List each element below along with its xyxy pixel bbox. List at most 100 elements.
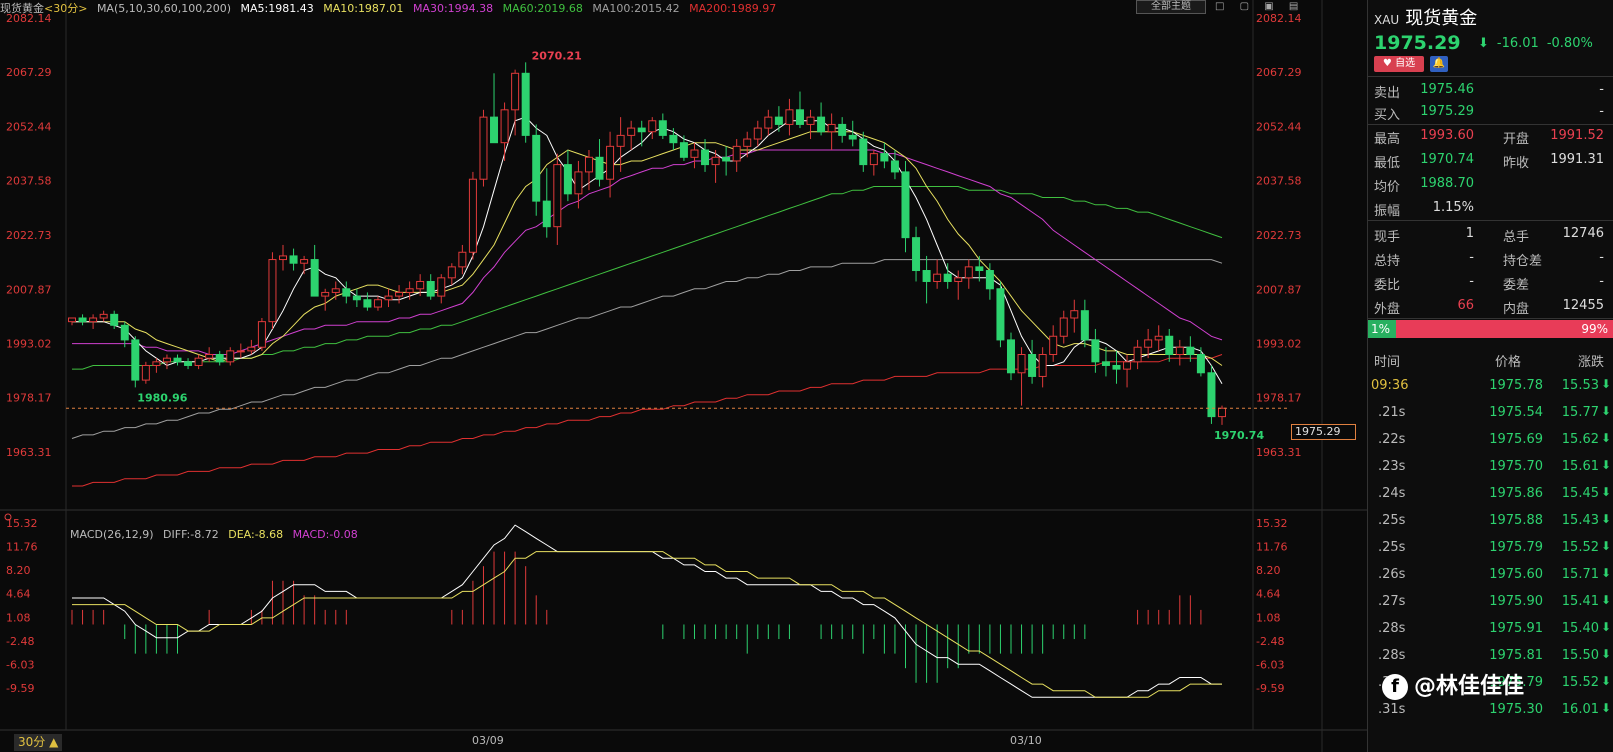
candle-body (1017, 354, 1026, 374)
macd-axis-label-left: -9.59 (6, 682, 34, 695)
change-value: -16.01 (1496, 36, 1539, 51)
ma-params[interactable]: MA(5,10,30,60,100,200) (96, 2, 231, 15)
tick-row[interactable]: .28s 1975.81 15.50 ⬇ (1368, 642, 1613, 669)
tick-change: 15.62 (1561, 432, 1599, 447)
tick-row[interactable]: .22s 1975.69 15.62 ⬇ (1368, 426, 1613, 453)
candle-body (310, 259, 319, 297)
quote-label: 外盘 (1374, 302, 1401, 317)
macd-indicator-bar: MACD(26,12,9) DIFF:-8.72 DEA:-8.68 MACD:… (0, 528, 364, 544)
price-axis-label-right: 2067.29 (1256, 66, 1302, 79)
candle-body (880, 153, 889, 162)
divider (1368, 220, 1613, 221)
price-axis-label-left: 2007.87 (6, 283, 52, 296)
candle-body (595, 156, 604, 180)
ma10-value: MA10:1987.01 (323, 2, 404, 15)
down-arrow-icon: ⬇ (1601, 377, 1612, 391)
ma200-value: MA200:1989.97 (689, 2, 777, 15)
tick-row[interactable]: .25s 1975.79 15.52 ⬇ (1368, 534, 1613, 561)
candle-body (774, 116, 783, 125)
quote-value: 1970.74 (1420, 152, 1474, 167)
quote-value-2: - (1599, 104, 1604, 119)
tick-row[interactable]: .23s 1975.70 15.61 ⬇ (1368, 453, 1613, 480)
tick-time: .23s (1378, 459, 1406, 474)
quote-panel: XAU 现货黄金 1975.29 ⬇ -16.01 -0.80% ♥ 自选 🔔 卖出 1… (1367, 0, 1613, 752)
tick-price: 1975.79 (1489, 675, 1543, 690)
candle-body (289, 255, 298, 264)
quote-value: 1993.60 (1420, 128, 1474, 143)
tick-row[interactable]: .28s 1975.91 15.40 ⬇ (1368, 615, 1613, 642)
tick-row[interactable]: .24s 1975.86 15.45 ⬇ (1368, 480, 1613, 507)
candle-body (648, 120, 657, 133)
instrument-title: XAU 现货黄金 (1374, 4, 1477, 30)
candle-body (1101, 361, 1110, 366)
ratio-buy: 1% (1368, 320, 1396, 338)
price-axis-label-right: 2007.87 (1256, 283, 1302, 296)
quote-value: - (1469, 274, 1474, 289)
candle-body (405, 288, 414, 293)
timeframe-button[interactable]: 30分 ▲ (14, 734, 63, 751)
candle-body (1196, 354, 1205, 374)
candle-body (1028, 354, 1037, 377)
kline-chart-area[interactable]: 2082.14 2082.14 2067.29 2067.29 2052.44 2052.… (0, 0, 1367, 752)
period-label[interactable]: <30分> (44, 2, 88, 15)
tick-row[interactable]: .31s 1975.30 16.01 ⬇ (1368, 696, 1613, 723)
candle-body (173, 357, 182, 363)
candle-body (584, 156, 593, 173)
quote-row: 均价 1988.70 (1368, 172, 1613, 196)
candle-body (131, 339, 140, 381)
kline-chart-svg[interactable]: 2082.14 2082.14 2067.29 2067.29 2052.44 2052.… (0, 0, 1367, 752)
quote-value: - (1469, 250, 1474, 265)
ratio-sell: 99% (1396, 320, 1613, 338)
candle-body (785, 109, 794, 125)
quote-label: 均价 (1374, 180, 1401, 195)
tick-row[interactable]: .27s 1975.90 15.41 ⬇ (1368, 588, 1613, 615)
price-axis-label-left: 1978.17 (6, 392, 52, 405)
quote-row: 振幅 1.15% (1368, 196, 1613, 220)
candle-body (194, 357, 203, 366)
window-buttons[interactable]: □ ▢ ▣ ▤ (1215, 1, 1305, 12)
candle-body (120, 324, 129, 341)
add-favorite-button[interactable]: ♥ 自选 (1374, 56, 1424, 72)
macd-axis-label-right: -9.59 (1256, 682, 1284, 695)
ticks-header-change: 涨跌 (1578, 355, 1605, 370)
ma200-line (72, 354, 1223, 487)
macd-axis-label-right: 8.20 (1256, 564, 1281, 577)
quote-label: 振幅 (1374, 204, 1401, 219)
tick-row[interactable]: .21s 1975.54 15.77 ⬇ (1368, 399, 1613, 426)
tick-row[interactable]: .25s 1975.88 15.43 ⬇ (1368, 507, 1613, 534)
tick-time: .27s (1378, 594, 1406, 609)
price-axis-label-right: 2052.44 (1256, 120, 1302, 133)
candle-body (1091, 339, 1100, 363)
quote-label: 卖出 (1374, 86, 1401, 101)
candle-body (901, 171, 910, 239)
candle-body (690, 149, 699, 158)
tick-row[interactable]: .26s 1975.60 15.71 ⬇ (1368, 561, 1613, 588)
tick-change: 15.40 (1561, 621, 1599, 636)
price-axis-label-right: 2037.58 (1256, 175, 1302, 188)
macd-params[interactable]: MACD(26,12,9) (70, 528, 154, 541)
down-arrow-icon: ⬇ (1601, 431, 1612, 445)
price-axis-label-right: 2082.14 (1256, 12, 1302, 25)
macd-dea-line (72, 551, 1222, 698)
candle-body (99, 313, 108, 319)
price-axis-label-left: 2037.58 (6, 175, 52, 188)
candle-body (1006, 339, 1015, 374)
macd-axis-label-right: -2.48 (1256, 635, 1284, 648)
price-axis-label-right: 1993.02 (1256, 337, 1302, 350)
candle-body (416, 280, 425, 290)
ticks-header-price: 价格 (1495, 355, 1522, 370)
theme-select[interactable]: 全部主题 (1136, 0, 1206, 14)
candle-body (563, 164, 572, 195)
tick-change: 15.41 (1561, 594, 1599, 609)
ma10-line (72, 131, 1223, 366)
candle-body (912, 237, 921, 272)
candle-body (279, 255, 288, 261)
quote-value-2: - (1599, 274, 1604, 289)
instrument-code: XAU (1374, 13, 1400, 27)
low-annotation-right: 1970.74 (1214, 429, 1264, 442)
bell-icon[interactable]: 🔔 (1430, 56, 1448, 72)
tick-change: 15.77 (1561, 405, 1599, 420)
candle-body (1123, 361, 1132, 370)
tick-row[interactable]: 09:36 1975.78 15.53 ⬇ (1368, 372, 1613, 399)
tick-price: 1975.54 (1489, 405, 1543, 420)
